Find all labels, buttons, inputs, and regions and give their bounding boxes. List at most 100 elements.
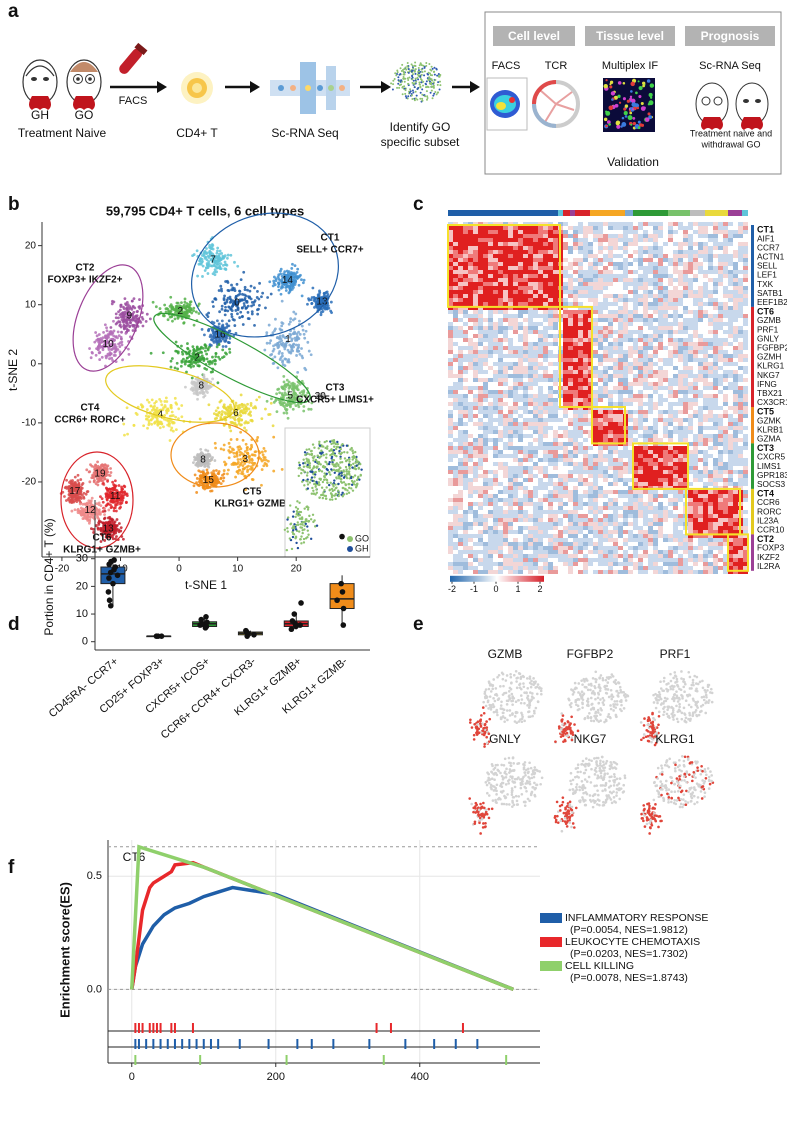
cell — [523, 250, 528, 254]
cell-dot — [292, 332, 295, 335]
cell — [518, 226, 523, 230]
cell-dot — [278, 391, 282, 395]
cell — [623, 222, 628, 226]
cell — [653, 250, 658, 254]
cell — [588, 234, 593, 238]
cell-dot — [174, 428, 178, 432]
cell-dot — [89, 463, 92, 466]
dot — [344, 483, 348, 487]
cell — [543, 242, 548, 246]
cell-dot — [221, 345, 225, 348]
cell-dot — [208, 345, 211, 349]
cell-dot — [302, 332, 306, 336]
cell-dot — [271, 284, 275, 288]
dot — [401, 93, 404, 96]
dot — [418, 81, 421, 84]
dot — [624, 104, 629, 108]
cell — [703, 250, 708, 254]
cell — [543, 238, 548, 242]
dot — [425, 86, 428, 89]
cell-dot — [112, 329, 116, 333]
cell-dot — [250, 304, 253, 308]
dot — [413, 99, 416, 102]
cell-dot — [167, 409, 170, 412]
cell — [668, 230, 673, 234]
dot — [416, 98, 419, 101]
cell — [683, 234, 688, 238]
cell — [648, 230, 653, 234]
cell-dot — [279, 356, 283, 359]
dot — [298, 463, 301, 467]
dot — [411, 97, 414, 100]
cell-dot — [175, 402, 179, 406]
cell — [503, 234, 508, 238]
dot — [327, 483, 331, 487]
y-tick-label: -10 — [22, 418, 37, 429]
dot — [325, 453, 328, 456]
cell-type-name: CT2 — [76, 263, 95, 274]
dot — [438, 80, 441, 83]
cell — [598, 226, 603, 230]
cell — [618, 242, 623, 246]
dot — [411, 89, 414, 92]
dot — [615, 120, 621, 125]
cell-dot — [206, 263, 210, 267]
dot — [640, 102, 644, 106]
dot — [417, 69, 420, 72]
cell-dot — [220, 289, 224, 293]
x-tick-label: -20 — [55, 564, 70, 575]
cell — [453, 242, 458, 246]
cell-dot — [113, 484, 117, 488]
dot — [412, 79, 415, 82]
cell-dot — [235, 282, 239, 286]
dot — [419, 85, 422, 88]
cell-dot — [269, 339, 273, 342]
cell — [678, 246, 683, 250]
cell-dot — [147, 400, 151, 404]
cell-dot — [272, 279, 276, 283]
dot — [344, 465, 348, 469]
cell — [733, 234, 738, 238]
cluster-label: 17 — [69, 486, 81, 497]
cell — [713, 250, 718, 254]
cell — [718, 222, 723, 226]
dot — [411, 64, 414, 67]
cell-dot — [223, 313, 227, 317]
dot — [291, 535, 295, 539]
cell-dot — [176, 367, 180, 371]
dot — [330, 455, 334, 459]
dot — [400, 69, 403, 72]
dot — [401, 63, 404, 66]
panel-label: c — [413, 194, 424, 215]
cell-dot — [290, 345, 293, 348]
cell — [603, 226, 608, 230]
tcr-icon — [532, 80, 580, 128]
dot — [417, 66, 420, 69]
cell-dot — [187, 360, 191, 364]
cell — [623, 242, 628, 246]
dot — [400, 79, 403, 82]
cell-dot — [182, 357, 185, 361]
dot — [642, 84, 645, 88]
dot — [432, 81, 435, 84]
cell-dot — [226, 468, 230, 472]
cell — [583, 226, 588, 230]
cell — [528, 234, 533, 238]
dot — [430, 85, 433, 88]
dot — [413, 86, 416, 89]
cell-dot — [112, 319, 115, 323]
dot — [406, 77, 409, 80]
cell-dot — [122, 305, 125, 309]
dot — [309, 537, 313, 541]
cell-dot — [164, 307, 168, 311]
cell-dot — [219, 284, 223, 288]
cell — [718, 246, 723, 250]
cell-dot — [119, 529, 123, 533]
cell — [453, 234, 458, 238]
dot — [342, 481, 346, 484]
dot — [329, 481, 332, 484]
dot — [296, 523, 300, 527]
cell-dot — [246, 311, 250, 314]
cell-dot — [281, 285, 285, 289]
cell — [528, 250, 533, 254]
